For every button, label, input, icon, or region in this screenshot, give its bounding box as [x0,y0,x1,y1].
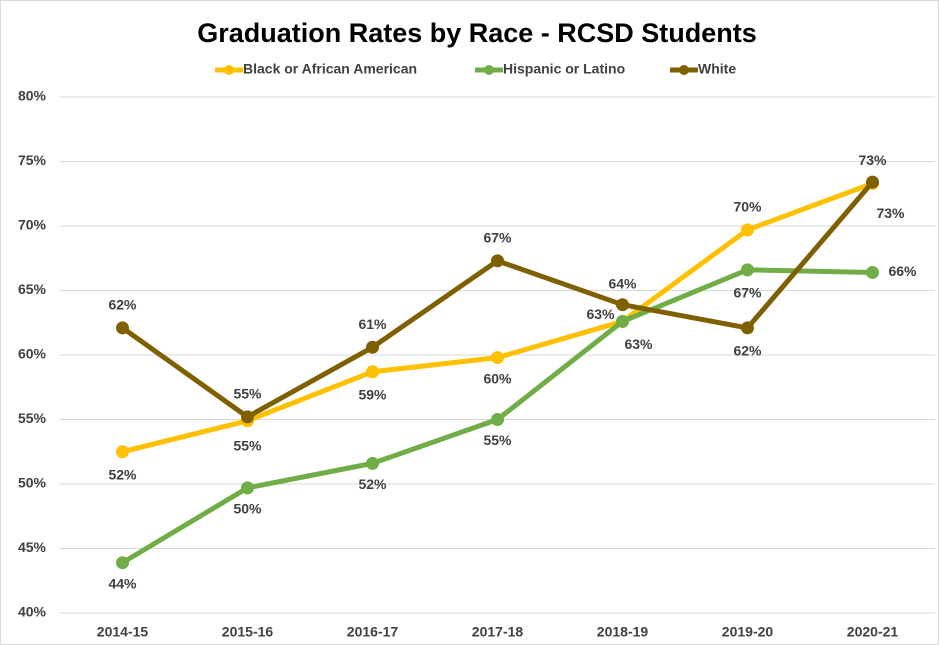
data-label: 63% [624,336,653,352]
data-point [116,321,129,335]
y-tick-label: 60% [18,346,47,362]
data-point [241,410,254,424]
legend-label: White [698,61,736,77]
data-point [741,263,754,277]
data-label: 67% [483,230,512,246]
x-tick-label: 2014-15 [97,624,149,640]
x-tick-label: 2017-18 [472,624,524,640]
data-point [741,321,754,335]
data-label: 52% [108,466,137,482]
data-point [491,351,504,365]
legend-label: Black or African American [243,61,417,77]
data-label: 62% [733,343,762,359]
data-label: 63% [586,306,615,322]
data-label: 64% [608,275,637,291]
data-point [241,481,254,495]
data-point [116,445,129,459]
data-label: 44% [108,575,137,591]
data-label: 50% [233,501,262,517]
y-tick-label: 45% [18,539,47,555]
data-point [366,340,379,354]
data-label: 62% [108,297,137,313]
data-point [616,314,629,328]
data-label: 60% [483,370,512,386]
y-tick-label: 40% [18,604,47,620]
legend-marker [224,65,234,75]
data-label: 70% [733,199,762,215]
data-point [366,365,379,379]
y-tick-label: 65% [18,281,47,297]
y-tick-label: 50% [18,475,47,491]
data-point [491,254,504,268]
legend-marker [484,65,494,75]
y-tick-label: 80% [18,88,47,104]
y-tick-label: 70% [18,217,47,233]
data-point [616,298,629,312]
data-label: 52% [358,476,387,492]
data-point [491,413,504,426]
data-label: 73% [876,205,905,221]
data-label: 55% [483,432,512,448]
data-point [866,175,879,189]
data-point [866,265,879,279]
x-tick-label: 2019-20 [722,624,774,640]
y-tick-label: 55% [18,410,47,426]
x-tick-label: 2016-17 [347,624,399,640]
legend-label: Hispanic or Latino [503,61,625,77]
x-tick-label: 2020-21 [847,624,899,640]
y-tick-label: 75% [18,152,47,168]
chart-title: Graduation Rates by Race - RCSD Students [197,18,757,48]
data-point [741,223,754,237]
data-point [116,556,129,570]
x-tick-label: 2015-16 [222,624,274,640]
data-point [366,456,379,470]
data-label: 55% [233,437,262,453]
data-label: 73% [858,152,887,168]
data-label: 67% [733,285,762,301]
x-tick-label: 2018-19 [597,624,649,640]
data-label: 59% [358,386,387,402]
data-label: 55% [233,386,262,402]
legend-marker [679,65,689,75]
data-label: 61% [358,316,387,332]
data-label: 66% [888,263,917,279]
